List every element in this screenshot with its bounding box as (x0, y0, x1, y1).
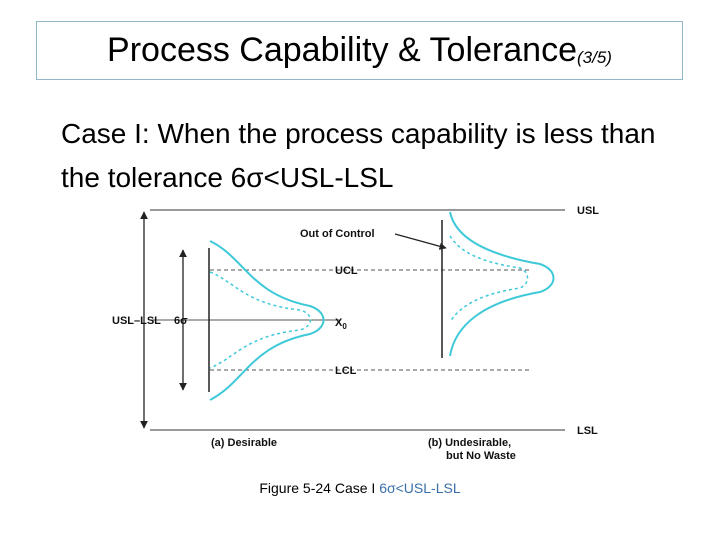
body-line-1: Case I: When the process capability is l… (61, 118, 656, 149)
figure-caption-highlight: 6σ<USL-LSL (379, 480, 461, 496)
desirable-curve (209, 240, 325, 401)
body-line-2: the tolerance 6σ<USL-LSL (61, 162, 394, 193)
undesirable-inner-curve (449, 235, 529, 323)
figure-caption: Figure 5-24 Case I 6σ<USL-LSL (0, 480, 720, 496)
slide-title: Process Capability & Tolerance (107, 31, 577, 69)
out-of-control-arrow (394, 233, 447, 250)
desirable-inner-curve (209, 271, 312, 369)
undesirable-caption-line2: but No Waste (446, 450, 516, 462)
lcl-label: LCL (335, 365, 357, 377)
six-sigma-label: 6σ (174, 315, 188, 327)
figure-caption-text: Figure 5-24 Case I (259, 480, 380, 496)
ucl-label: UCL (335, 265, 358, 277)
undesirable-caption-line1: (b) Undesirable, (428, 437, 511, 449)
process-capability-figure: USL–LSL 6σ X0 Out of Control UCL LCL USL… (112, 205, 599, 462)
undesirable-curve (449, 211, 555, 357)
usl-lsl-label: USL–LSL (112, 315, 161, 327)
body-text: Case I: When the process capability is l… (61, 112, 691, 200)
slide-title-box: Process Capability & Tolerance (3/5) (36, 21, 683, 80)
slide-title-subscript: (3/5) (576, 47, 612, 67)
x0-label: X0 (335, 317, 347, 331)
out-of-control-label: Out of Control (300, 228, 375, 240)
desirable-caption: (a) Desirable (211, 437, 277, 449)
usl-label: USL (577, 205, 599, 217)
lsl-label: LSL (577, 425, 598, 437)
